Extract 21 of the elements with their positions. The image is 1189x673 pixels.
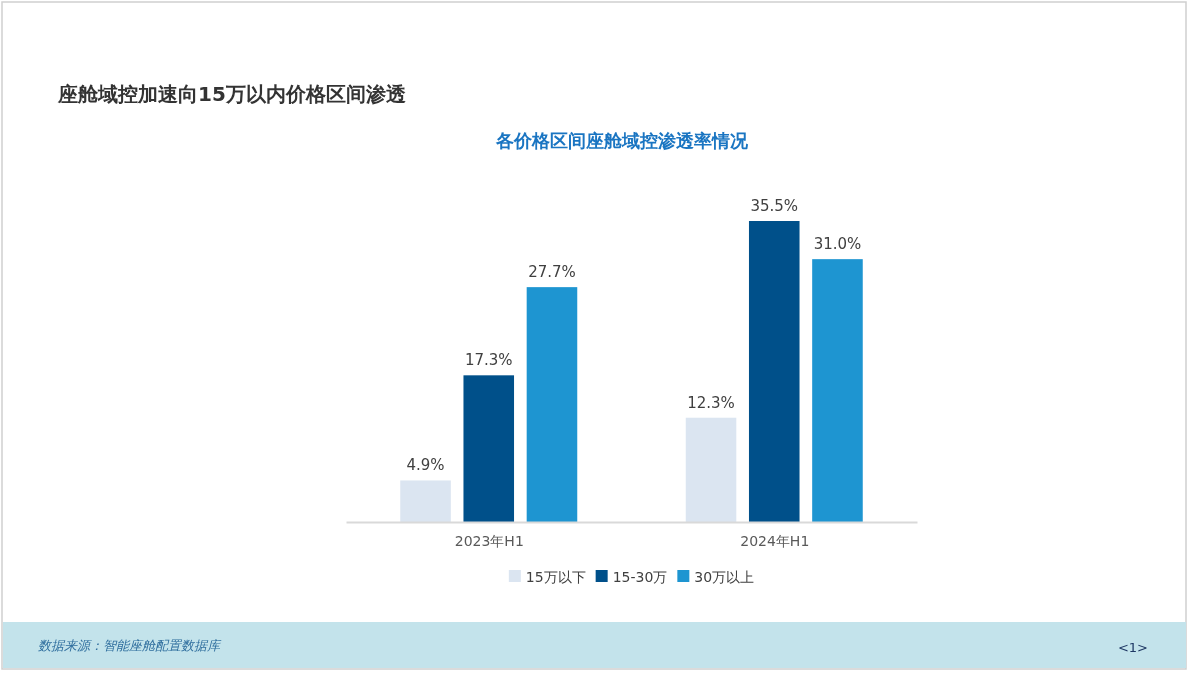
bar (400, 480, 451, 522)
legend-label: 30万以上 (694, 568, 755, 585)
bar (526, 287, 578, 522)
source-note: 数据来源：智能座舱配置数据库 (38, 638, 222, 653)
data-label: 27.7% (528, 263, 576, 282)
data-label: 17.3% (464, 351, 513, 370)
x-tick-label: 2024年H1 (740, 532, 810, 549)
text: <1> (1117, 640, 1148, 655)
bar (748, 221, 800, 522)
data-label: 35.5% (750, 197, 799, 215)
chart-title: 座舱域控加速向15万以内价格区间渗透 (57, 82, 406, 106)
bar (812, 259, 863, 522)
chart-subtitle: 各价格区间座舱域控渗透率情况 (495, 130, 749, 151)
bar (463, 375, 515, 522)
bar (685, 417, 737, 522)
x-tick-label: 2023年H1 (454, 532, 524, 549)
data-label: 31.0% (813, 235, 862, 254)
data-label: 4.9% (406, 456, 445, 475)
data-label: 12.3% (687, 393, 735, 412)
legend-label: 15-30万 (612, 568, 668, 585)
legend-label: 15万以下 (525, 568, 586, 585)
